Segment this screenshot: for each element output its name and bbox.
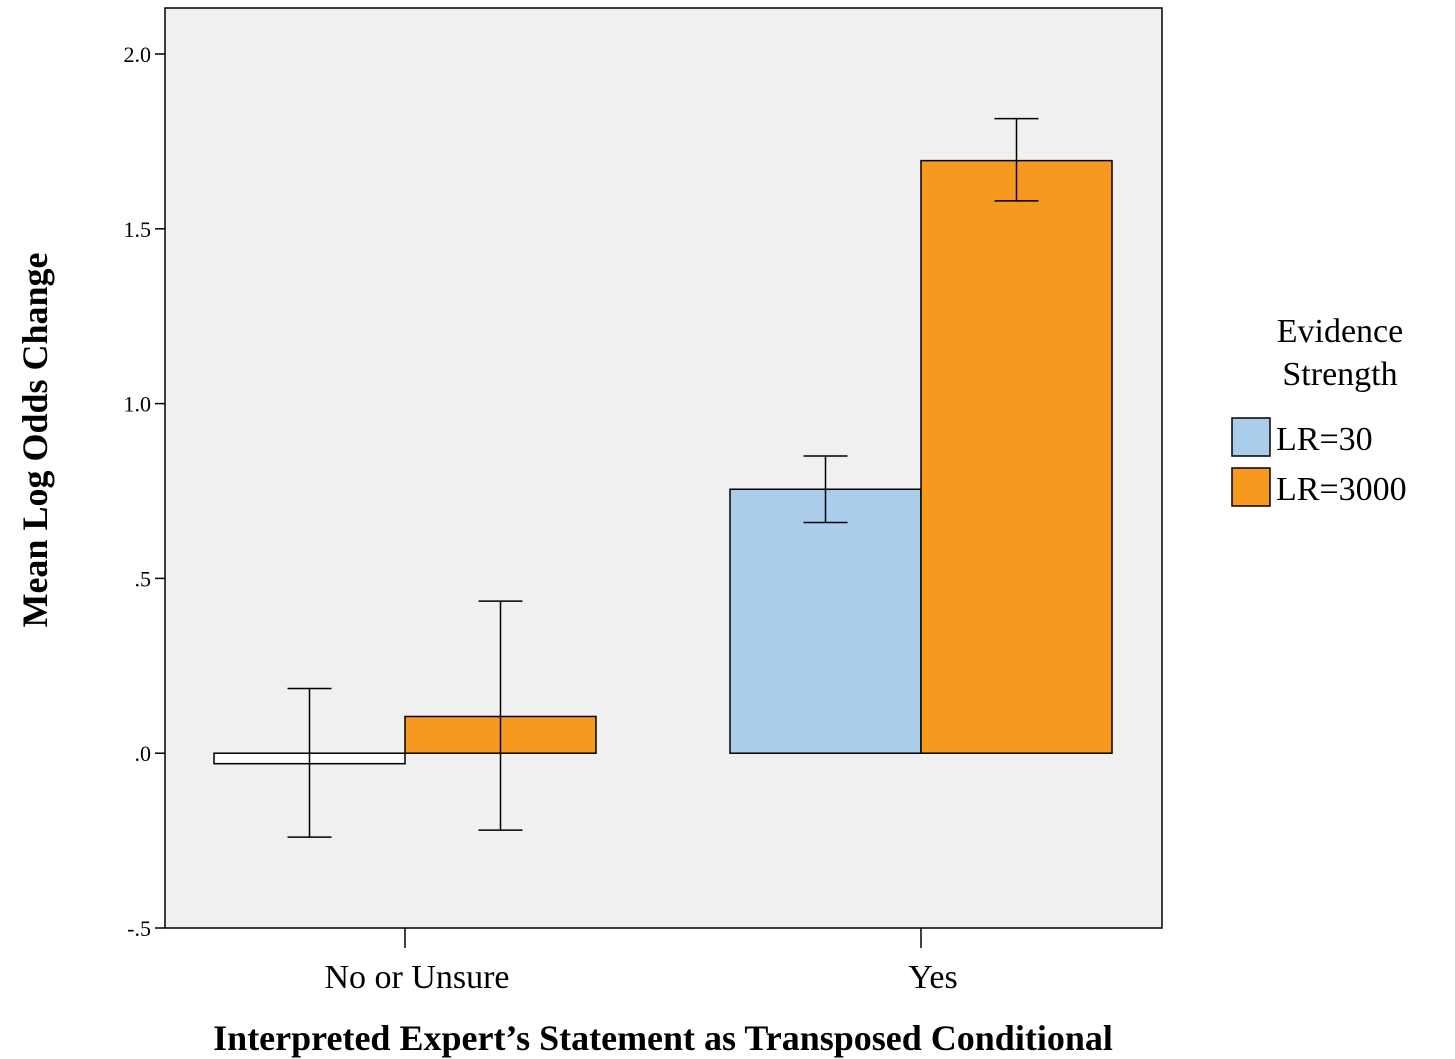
y-axis-title: Mean Log Odds Change [15, 252, 55, 627]
x-tick-label: Yes [908, 959, 957, 996]
y-tick-label: -.5 [127, 916, 151, 941]
legend-label: LR=30 [1276, 421, 1373, 458]
error-bars [287, 117, 1039, 838]
y-tick-label: 1.5 [124, 217, 152, 242]
y-tick-label: 2.0 [124, 42, 152, 67]
x-axis: No or Unsure Yes [324, 928, 958, 996]
y-tick-label: .0 [135, 741, 152, 766]
legend-label: LR=3000 [1276, 471, 1407, 508]
legend-title-line-2: Strength [1282, 356, 1397, 393]
legend-swatch [1231, 417, 1271, 457]
legend-title-line-1: Evidence [1277, 313, 1404, 350]
legend-swatch [1231, 467, 1271, 507]
x-axis-title: Interpreted Expert’s Statement as Transp… [213, 1018, 1113, 1058]
y-tick-label: 1.0 [124, 392, 152, 417]
y-tick-label: .5 [135, 566, 152, 591]
y-axis: -.5 .0 .5 1.0 1.5 2.0 [124, 42, 165, 941]
legend: Evidence Strength LR=30 LR=3000 [1231, 313, 1407, 508]
bar [729, 488, 922, 754]
x-tick-label: No or Unsure [324, 959, 509, 996]
bar [920, 159, 1113, 754]
